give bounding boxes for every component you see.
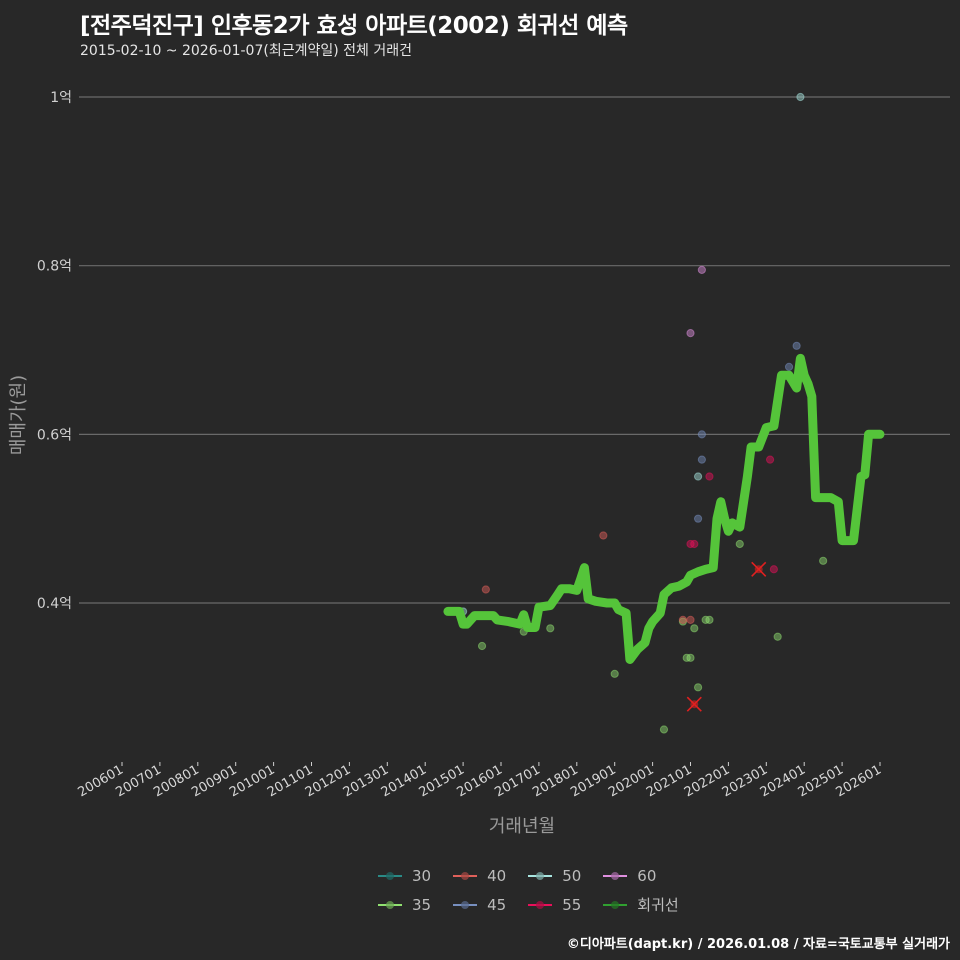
scatter-point (477, 641, 487, 651)
legend: 30 40 50 60 35 45 55 회귀선 (378, 866, 679, 915)
legend-key-icon (378, 895, 402, 915)
source-caption: ©디아파트(dapt.kr) / 2026.01.08 / 자료=국토교통부 실… (566, 937, 950, 952)
chart-title: [전주덕진구] 인후동2가 효성 아파트(2002) 회귀선 예측 (80, 13, 628, 39)
legend-item[interactable]: 35 (378, 894, 431, 915)
scatter-point (678, 615, 688, 624)
scatter-point (765, 455, 775, 464)
legend-item[interactable]: 60 (603, 866, 678, 886)
scatter-point (773, 632, 782, 641)
y-axis-ticks: 1억 0.8억 0.6억 0.4억 (37, 90, 72, 612)
regression-polyline (443, 353, 885, 664)
legend-label: 50 (562, 867, 582, 885)
y-gridlines (79, 96, 950, 604)
scatter-points (459, 92, 828, 734)
scatter-point (686, 653, 695, 662)
y-axis-title: 매매가(원) (8, 375, 29, 455)
legend-label: 회귀선 (637, 896, 679, 914)
scatter-point (697, 455, 706, 464)
scatter-point (610, 669, 619, 678)
legend-key-icon (603, 866, 628, 886)
legend-key-icon (453, 866, 478, 886)
scatter-point (693, 472, 703, 481)
scatter-point (796, 92, 805, 102)
scatter-point (693, 683, 703, 692)
scatter-point (697, 430, 706, 439)
scatter-point (735, 539, 744, 549)
scatter-point (769, 565, 778, 574)
legend-label: 60 (637, 867, 657, 885)
legend-item[interactable]: 55 (528, 894, 581, 915)
y-tick-label: 0.6억 (37, 427, 72, 443)
scatter-point (686, 329, 695, 338)
legend-key-icon (528, 895, 553, 915)
legend-item[interactable]: 40 (453, 866, 506, 886)
scatter-point (686, 615, 695, 624)
scatter-point (792, 341, 801, 350)
y-tick-label: 1억 (50, 90, 72, 106)
scatter-point (690, 624, 699, 633)
chart-subtitle: 2015-02-10 ~ 2026-01-07(최근계약일) 전체 거래건 (80, 43, 412, 59)
legend-label: 45 (487, 895, 507, 914)
scatter-point (659, 725, 669, 734)
legend-item[interactable]: 회귀선 (603, 894, 679, 915)
outlier-markers (686, 561, 767, 712)
scatter-point (819, 556, 828, 565)
scatter-point (784, 362, 794, 371)
y-tick-label: 0.8억 (37, 259, 72, 275)
legend-label: 30 (412, 867, 432, 885)
legend-label: 55 (562, 895, 582, 914)
scatter-point (705, 615, 714, 624)
scatter-point (481, 585, 490, 594)
x-axis-title: 거래년월 (489, 816, 555, 837)
legend-label: 35 (412, 895, 432, 914)
scatter-point (599, 531, 608, 540)
scatter-point (690, 539, 699, 549)
scatter-point (546, 624, 555, 633)
legend-key-icon (603, 895, 628, 915)
y-tick-label: 0.4억 (37, 596, 72, 612)
outlier-x-icon (686, 696, 702, 712)
legend-key-icon (528, 866, 553, 886)
legend-label: 40 (487, 867, 507, 885)
legend-key-icon (453, 895, 478, 915)
legend-item[interactable]: 45 (453, 894, 506, 915)
legend-key-icon (378, 866, 402, 886)
legend-item[interactable]: 30 (378, 866, 431, 886)
legend-item[interactable]: 50 (528, 866, 581, 886)
outlier-x-icon (751, 561, 767, 577)
x-axis-ticks: 2006012007012008012009012010012011012012… (76, 762, 884, 800)
scatter-point (705, 472, 714, 481)
scatter-point (697, 265, 706, 274)
regression-line (443, 353, 885, 664)
scatter-point (693, 514, 703, 523)
